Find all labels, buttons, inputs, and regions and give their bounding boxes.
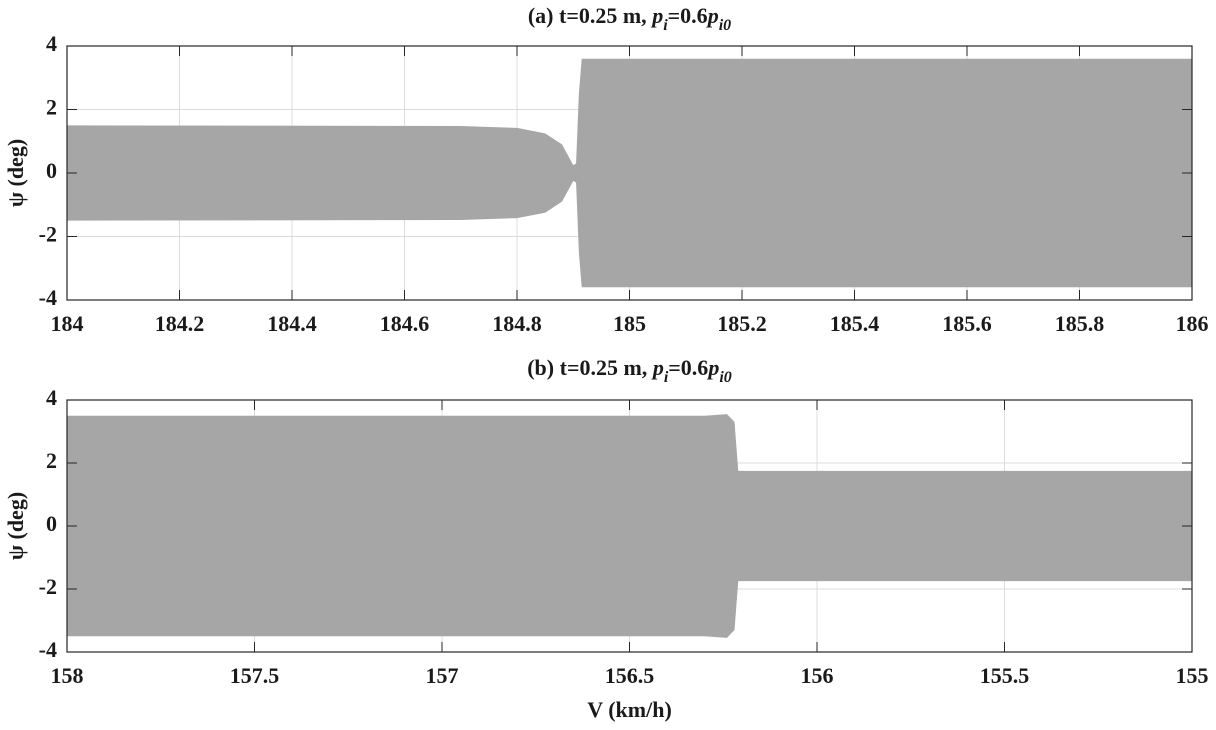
title-part: i0 <box>719 17 731 34</box>
x-tick-label: 184 <box>51 311 84 336</box>
x-tick-label: 158 <box>51 663 84 688</box>
x-tick-label: 156.5 <box>605 663 655 688</box>
y-tick-label: 2 <box>46 448 57 473</box>
title-part: p <box>706 355 719 380</box>
y-axis-label: ψ (deg) <box>3 139 28 207</box>
x-tick-label: 184.2 <box>155 311 205 336</box>
title-part: i0 <box>719 369 731 386</box>
chart-title: (b) t=0.25 m, pi=0.6pi0 <box>527 355 732 386</box>
y-tick-label: 2 <box>46 95 57 120</box>
y-tick-label: 0 <box>46 158 57 183</box>
x-tick-label: 184.4 <box>267 311 317 336</box>
chart-title: (a) t=0.25 m, pi=0.6pi0 <box>528 3 731 34</box>
title-part: i <box>663 17 668 34</box>
x-tick-label: 157.5 <box>230 663 280 688</box>
oscillation-band <box>67 414 1192 638</box>
title-part: p <box>651 355 664 380</box>
title-part: p <box>650 3 663 28</box>
title-part: =0.6 <box>668 355 708 380</box>
x-tick-label: 155 <box>1176 663 1209 688</box>
x-tick-label: 184.6 <box>380 311 430 336</box>
x-tick-label: 185.6 <box>942 311 992 336</box>
y-tick-label: -4 <box>39 285 57 310</box>
x-tick-label: 185.4 <box>830 311 880 336</box>
title-part: i <box>664 369 669 386</box>
y-tick-label: -4 <box>39 637 57 662</box>
y-tick-label: 0 <box>46 511 57 536</box>
y-tick-label: -2 <box>39 574 57 599</box>
x-tick-label: 184.8 <box>492 311 542 336</box>
x-tick-label: 186 <box>1176 311 1209 336</box>
oscillation-band <box>67 58 1192 288</box>
title-part: =0.6 <box>668 3 708 28</box>
y-tick-label: 4 <box>46 385 57 410</box>
y-tick-label: 4 <box>46 31 57 56</box>
x-tick-label: 157 <box>426 663 459 688</box>
x-tick-label: 185.8 <box>1055 311 1105 336</box>
y-tick-label: -2 <box>39 222 57 247</box>
title-part: (a) t=0.25 m, <box>528 3 652 28</box>
title-part: (b) t=0.25 m, <box>527 355 653 380</box>
title-part: p <box>706 3 719 28</box>
x-tick-label: 185.2 <box>717 311 767 336</box>
x-tick-label: 185 <box>613 311 646 336</box>
y-axis-label: ψ (deg) <box>3 492 28 560</box>
x-tick-label: 155.5 <box>980 663 1030 688</box>
x-axis-label: V (km/h) <box>587 697 672 722</box>
x-tick-label: 156 <box>801 663 834 688</box>
